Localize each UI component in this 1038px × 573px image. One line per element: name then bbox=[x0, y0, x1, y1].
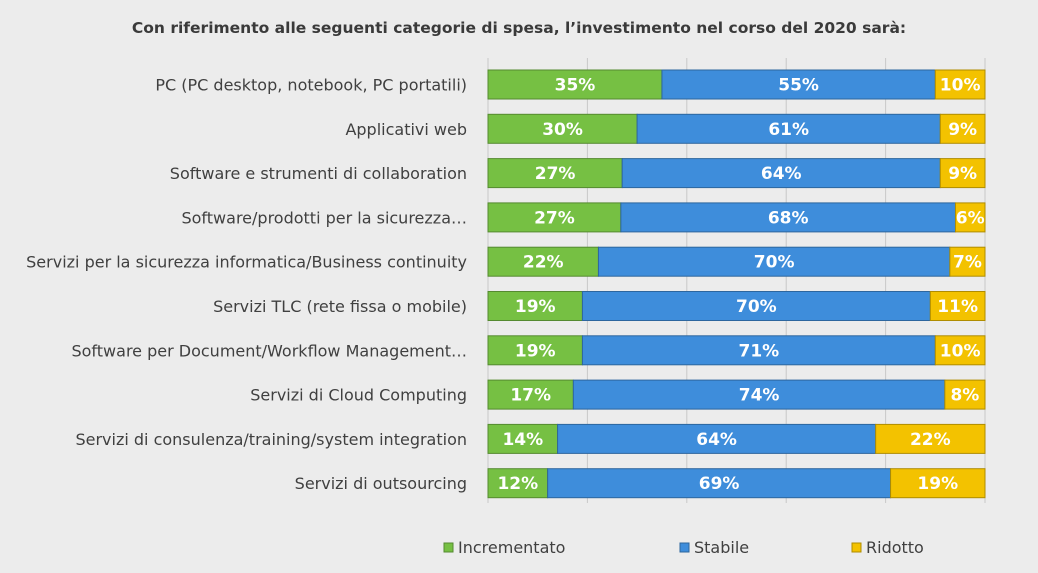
data-label: 6% bbox=[956, 208, 985, 228]
data-label: 68% bbox=[768, 208, 809, 228]
data-label: 10% bbox=[940, 76, 981, 96]
bar-segment-stabile bbox=[581, 291, 931, 321]
data-label: 19% bbox=[917, 474, 958, 494]
data-label: 27% bbox=[534, 208, 575, 228]
data-label: 64% bbox=[761, 164, 802, 184]
data-label: 70% bbox=[754, 253, 795, 273]
legend-swatch-incrementato bbox=[443, 542, 454, 553]
data-label: 9% bbox=[948, 120, 977, 140]
bar-segment-stabile bbox=[621, 158, 941, 189]
bar-segment-incrementato bbox=[487, 158, 623, 189]
data-label: 27% bbox=[535, 164, 576, 184]
data-label: 22% bbox=[523, 253, 564, 273]
category-label: Servizi di outsourcing bbox=[295, 474, 467, 493]
category-label: Servizi di consulenza/training/system in… bbox=[75, 430, 467, 449]
data-label: 22% bbox=[910, 430, 951, 450]
bar-segment-ridotto bbox=[934, 335, 986, 366]
bar-segment-stabile bbox=[557, 423, 877, 454]
legend: Incrementato Stabile Ridotto bbox=[443, 538, 924, 557]
data-label: 7% bbox=[953, 253, 982, 273]
bar-segment-ridotto bbox=[875, 423, 986, 454]
bar-segment-ridotto bbox=[949, 246, 986, 277]
category-label: Servizi di Cloud Computing bbox=[250, 386, 467, 405]
category-labels: PC (PC desktop, notebook, PC portatili) A… bbox=[26, 76, 467, 494]
bar-segment-stabile bbox=[636, 113, 941, 144]
data-label: 35% bbox=[555, 76, 596, 96]
data-label: 19% bbox=[515, 341, 556, 361]
bar-segment-ridotto bbox=[934, 69, 986, 100]
data-label: 10% bbox=[940, 341, 981, 361]
legend-label-ridotto: Ridotto bbox=[866, 538, 924, 557]
category-label: Software e strumenti di collaboration bbox=[170, 164, 467, 183]
data-label: 61% bbox=[768, 120, 809, 140]
legend-label-stabile: Stabile bbox=[694, 538, 749, 557]
bar-segment-ridotto bbox=[890, 468, 986, 499]
bar-segment-ridotto bbox=[944, 379, 986, 410]
data-label: 8% bbox=[950, 386, 979, 406]
bar-segment-incrementato bbox=[487, 468, 549, 499]
bar-segment-ridotto bbox=[939, 113, 986, 144]
data-label: 9% bbox=[948, 164, 977, 184]
bar-segment-incrementato bbox=[487, 69, 663, 100]
bar-segment-ridotto bbox=[939, 158, 986, 189]
bar-segment-stabile bbox=[620, 202, 956, 233]
bar-segment-stabile bbox=[597, 246, 951, 277]
category-label: Servizi TLC (rete fissa o mobile) bbox=[213, 297, 467, 316]
bar-segment-stabile bbox=[547, 468, 892, 499]
data-label: 17% bbox=[510, 386, 551, 406]
category-label: Servizi per la sicurezza informatica/Bus… bbox=[26, 253, 467, 272]
data-label: 11% bbox=[937, 297, 978, 317]
category-label: PC (PC desktop, notebook, PC portatili) bbox=[155, 76, 467, 95]
bar-labels: 35% 55% 10% 30% 61% 9% 27% 64% 9% 27% 68% 6% 22% 70% 7… bbox=[497, 76, 984, 495]
category-label: Software/prodotti per la sicurezza… bbox=[181, 208, 467, 227]
bar-segment-incrementato bbox=[487, 246, 599, 277]
bar-segment-ridotto bbox=[929, 291, 986, 321]
data-label: 30% bbox=[542, 120, 583, 140]
legend-label-incrementato: Incrementato bbox=[458, 538, 565, 557]
data-label: 19% bbox=[515, 297, 556, 317]
data-label: 12% bbox=[497, 474, 538, 494]
chart-title: Con riferimento alle seguenti categorie … bbox=[132, 19, 906, 37]
bar-segment-ridotto bbox=[954, 202, 986, 233]
legend-swatch-ridotto bbox=[851, 542, 862, 553]
data-label: 55% bbox=[778, 76, 819, 96]
category-label: Applicativi web bbox=[345, 120, 467, 139]
data-label: 64% bbox=[696, 430, 737, 450]
data-label: 14% bbox=[502, 430, 543, 450]
data-label: 70% bbox=[736, 297, 777, 317]
data-label: 71% bbox=[739, 341, 780, 361]
bar-segment-incrementato bbox=[487, 113, 638, 144]
legend-swatch-stabile bbox=[679, 542, 690, 553]
data-label: 69% bbox=[699, 474, 740, 494]
category-label: Software per Document/Workflow Managemen… bbox=[71, 341, 467, 360]
data-label: 74% bbox=[739, 386, 780, 406]
bar-segment-incrementato bbox=[487, 202, 622, 233]
bar-segment-stabile bbox=[572, 379, 946, 410]
bars bbox=[487, 69, 986, 499]
